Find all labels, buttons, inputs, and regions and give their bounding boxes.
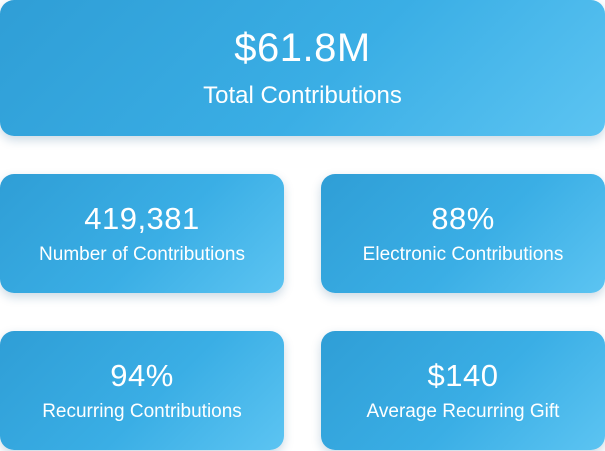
recurring-contributions-value: 94% — [110, 357, 174, 393]
average-recurring-gift-label: Average Recurring Gift — [366, 400, 560, 422]
average-recurring-gift-card: $140 Average Recurring Gift — [321, 331, 605, 450]
total-contributions-label: Total Contributions — [203, 82, 402, 109]
total-contributions-value: $61.8M — [234, 26, 371, 70]
number-of-contributions-label: Number of Contributions — [39, 243, 245, 265]
recurring-contributions-card: 94% Recurring Contributions — [0, 331, 284, 450]
number-of-contributions-card: 419,381 Number of Contributions — [0, 174, 284, 293]
electronic-contributions-value: 88% — [431, 200, 495, 236]
total-contributions-card: $61.8M Total Contributions — [0, 0, 605, 136]
recurring-contributions-label: Recurring Contributions — [42, 400, 242, 422]
average-recurring-gift-value: $140 — [427, 357, 499, 393]
electronic-contributions-card: 88% Electronic Contributions — [321, 174, 605, 293]
electronic-contributions-label: Electronic Contributions — [362, 243, 564, 265]
number-of-contributions-value: 419,381 — [84, 200, 200, 236]
